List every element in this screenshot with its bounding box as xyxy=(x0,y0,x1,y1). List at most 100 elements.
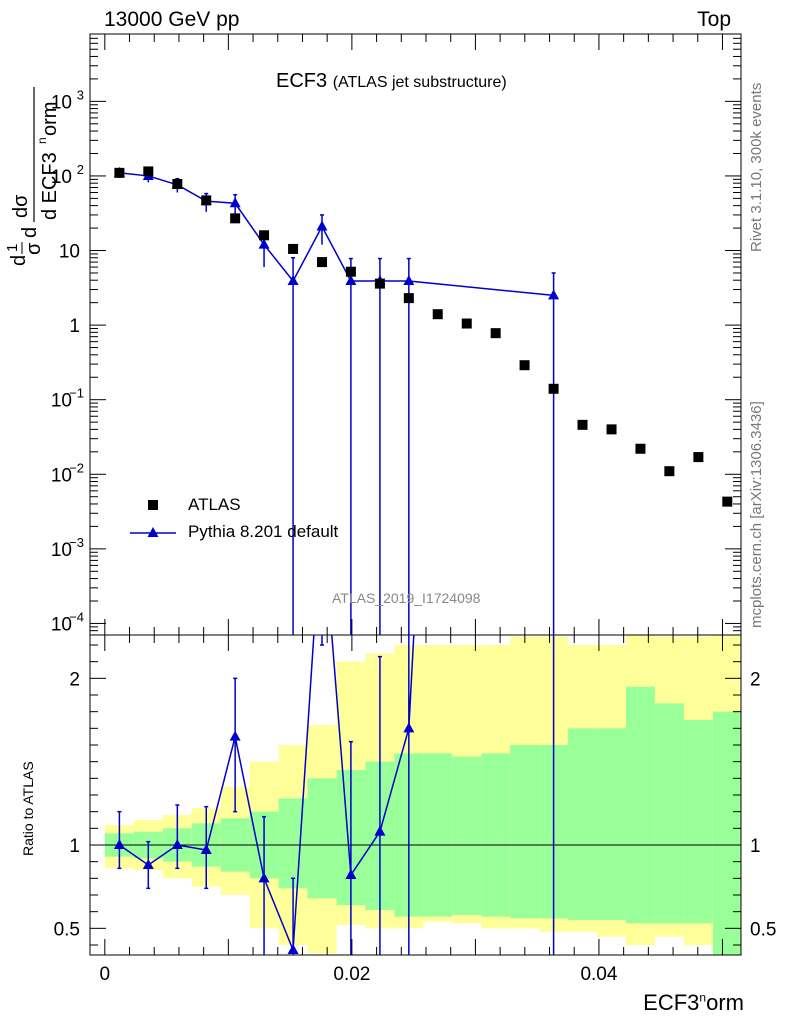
data-marker xyxy=(664,466,675,477)
y-tick-label-exp: −4 xyxy=(69,609,84,624)
mc-marker xyxy=(258,238,270,249)
data-marker xyxy=(635,443,646,454)
x-axis-label-tail: orm xyxy=(706,990,744,1015)
header-right: Top xyxy=(697,8,731,31)
band-inner xyxy=(307,778,337,899)
band-inner xyxy=(568,728,598,920)
legend-data-marker xyxy=(148,500,158,510)
ratio-y-tick-label-right: 0.5 xyxy=(750,919,776,940)
data-marker xyxy=(548,383,559,394)
data-marker xyxy=(461,318,472,329)
data-marker xyxy=(288,243,299,254)
ratio-marker xyxy=(403,722,415,733)
data-marker xyxy=(374,278,385,289)
ratio-y-tick-label: 2 xyxy=(69,669,80,690)
x-ticks xyxy=(104,34,723,955)
ratio-y-ticks xyxy=(90,644,741,946)
legend-mc-label: Pythia 8.201 default xyxy=(188,522,339,541)
ratio-marker xyxy=(287,944,299,954)
ratio-marker xyxy=(142,859,154,869)
data-marker xyxy=(403,293,414,304)
svg-text:orm: orm xyxy=(39,102,61,136)
data-marker xyxy=(490,328,501,339)
x-tick-labels: 0 0.02 0.04 xyxy=(100,964,618,985)
svg-text:d ECF3: d ECF3 xyxy=(39,152,61,220)
y-tick-label: 10 xyxy=(51,614,72,635)
x-axis-label-sup: n xyxy=(699,990,707,1005)
x-tick-label: 0 xyxy=(100,964,111,985)
y-tick-label: 1 xyxy=(69,316,80,337)
y-tick-label-exp: −3 xyxy=(69,535,84,550)
y-tick-label: 10 xyxy=(51,92,72,113)
y-tick-label: 10 xyxy=(51,391,72,412)
data-marker xyxy=(722,496,733,507)
ratio-ylabel: Ratio to ATLAS xyxy=(20,761,36,856)
y-tick-label: 10 xyxy=(59,242,80,263)
x-tick-label: 0.02 xyxy=(333,964,370,985)
band-inner xyxy=(625,686,655,924)
y-tick-label: 10 xyxy=(51,465,72,486)
ratio-marker xyxy=(316,506,327,516)
svg-text:σ: σ xyxy=(23,242,45,255)
data-marker xyxy=(201,195,212,206)
main-y-ticks xyxy=(90,33,741,636)
mc-marker xyxy=(287,275,299,286)
y-tick-label-exp: −2 xyxy=(69,460,84,475)
mc-marker xyxy=(316,220,328,231)
data-marker xyxy=(230,213,241,224)
mc-marker xyxy=(548,289,560,300)
ratio-y-tick-label: 1 xyxy=(69,836,80,857)
y-tick-label-exp: −1 xyxy=(69,386,84,401)
data-marker xyxy=(432,309,443,320)
x-axis-label-main: ECF3 xyxy=(643,990,700,1015)
chart-title-main: ECF3 xyxy=(276,70,328,92)
svg-text:d: d xyxy=(8,255,30,266)
data-marker xyxy=(316,257,327,268)
y-axis-label-main: d 1 σ d dσ d ECF3 n orm xyxy=(4,87,61,266)
rivet-label: Rivet 3.1.10, 300k events xyxy=(748,82,765,252)
ratio-ylabel-text: Ratio to ATLAS xyxy=(20,761,36,856)
mc-line xyxy=(119,172,554,297)
band-inner xyxy=(423,753,453,917)
band-inner xyxy=(683,720,713,924)
svg-text:n: n xyxy=(35,137,49,144)
data-marker xyxy=(606,424,617,435)
main-frame xyxy=(89,33,742,636)
ratio-marker xyxy=(113,839,125,849)
svg-text:dσ: dσ xyxy=(10,194,32,218)
y-tick-label: 10 xyxy=(51,540,72,561)
data-marker xyxy=(259,230,270,241)
svg-text:1: 1 xyxy=(4,244,21,252)
ratio-y-tick-label-right: 2 xyxy=(750,669,761,690)
ratio-y-tick-label-right: 1 xyxy=(750,836,761,857)
header-left: 13000 GeV pp xyxy=(104,8,240,31)
ratio-marker xyxy=(200,844,212,854)
band-inner xyxy=(481,753,511,917)
band-inner xyxy=(597,728,626,920)
ratio-series xyxy=(113,506,555,955)
data-marker xyxy=(114,167,125,178)
mc-marker xyxy=(403,275,415,286)
ratio-marker xyxy=(258,872,270,883)
ratio-y-tick-label: 0.5 xyxy=(54,919,80,940)
ratio-marker xyxy=(229,730,241,741)
data-marker xyxy=(577,419,588,430)
band-inner xyxy=(712,711,741,955)
data-marker xyxy=(345,266,356,277)
svg-text:d: d xyxy=(19,227,41,238)
data-marker xyxy=(693,452,704,463)
data-marker xyxy=(143,166,154,177)
data-marker xyxy=(519,360,530,371)
band-inner xyxy=(510,745,540,919)
ratio-marker xyxy=(171,839,183,849)
x-axis-label: ECF3norm xyxy=(643,990,744,1016)
ratio-marker xyxy=(345,869,357,879)
data-marker xyxy=(172,178,183,189)
legend-mc-marker xyxy=(147,527,159,537)
x-tick-label: 0.04 xyxy=(580,964,617,985)
ratio-y-tick-labels: 0.5 0.5 1 1 2 2 xyxy=(54,669,777,940)
ratio-marker xyxy=(374,825,386,836)
mc-marker xyxy=(345,275,357,286)
band-inner xyxy=(278,798,308,889)
